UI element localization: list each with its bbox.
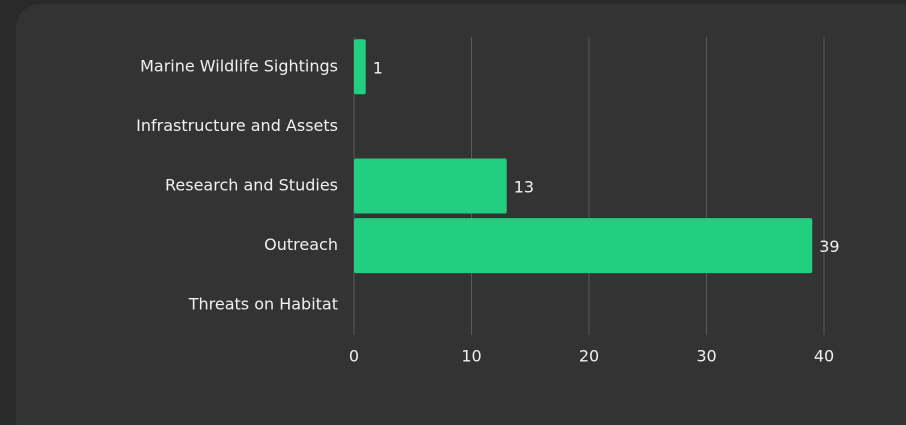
x-tick-label: 20	[579, 347, 599, 366]
x-tick-label: 10	[461, 347, 481, 366]
y-tick-label: Threats on Habitat	[188, 295, 338, 314]
data-label: 1	[373, 58, 383, 77]
x-tick-label: 30	[696, 347, 716, 366]
y-tick-label: Research and Studies	[165, 176, 338, 195]
x-tick-label: 40	[814, 347, 834, 366]
y-tick-label: Outreach	[264, 235, 338, 254]
bar	[354, 158, 507, 214]
y-tick-label: Marine Wildlife Sightings	[140, 56, 338, 75]
bar	[354, 39, 366, 95]
y-tick-label: Infrastructure and Assets	[136, 116, 338, 135]
card	[16, 4, 906, 425]
x-tick-label: 0	[349, 347, 359, 366]
bar	[354, 218, 813, 274]
data-label: 13	[514, 178, 534, 197]
data-label: 39	[819, 237, 839, 256]
